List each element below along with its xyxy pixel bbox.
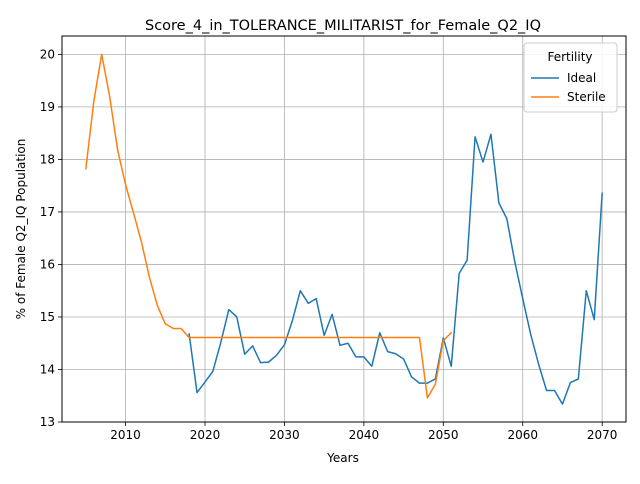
legend: Fertility Ideal Sterile: [523, 42, 618, 113]
x-tick-label: 2060: [507, 428, 538, 442]
x-tick-label: 2040: [349, 428, 380, 442]
y-axis-label: % of Female Q2_IQ Population: [14, 139, 28, 320]
legend-label-sterile: Sterile: [567, 90, 606, 104]
y-tick-label: 16: [40, 257, 55, 271]
y-tick-label: 20: [40, 47, 55, 61]
x-tick-label: 2070: [587, 428, 618, 442]
axis-ticks: 2010 2020 2030 2040 2050 2060 2070 13 14 15 16 17 18…: [40, 47, 618, 442]
chart-title: Score_4_in_TOLERANCE_MILITARIST_for_Fema…: [145, 18, 541, 34]
legend-box: [523, 42, 618, 113]
x-tick-label: 2010: [110, 428, 141, 442]
x-tick-label: 2030: [269, 428, 300, 442]
series-lines: [85, 53, 603, 405]
x-tick-label: 2050: [428, 428, 459, 442]
x-tick-label: 2020: [190, 428, 221, 442]
y-tick-label: 19: [40, 100, 55, 114]
legend-title: Fertility: [547, 50, 592, 64]
y-tick-label: 18: [40, 152, 55, 166]
x-axis-label: Years: [326, 451, 359, 465]
y-tick-label: 13: [40, 415, 55, 429]
plot-frame: [61, 35, 627, 423]
y-tick-label: 17: [40, 205, 55, 219]
y-tick-label: 15: [40, 310, 55, 324]
y-tick-label: 14: [40, 362, 55, 376]
legend-label-ideal: Ideal: [567, 71, 596, 85]
series-line-ideal: [188, 133, 603, 405]
series-line-sterile: [85, 53, 452, 399]
